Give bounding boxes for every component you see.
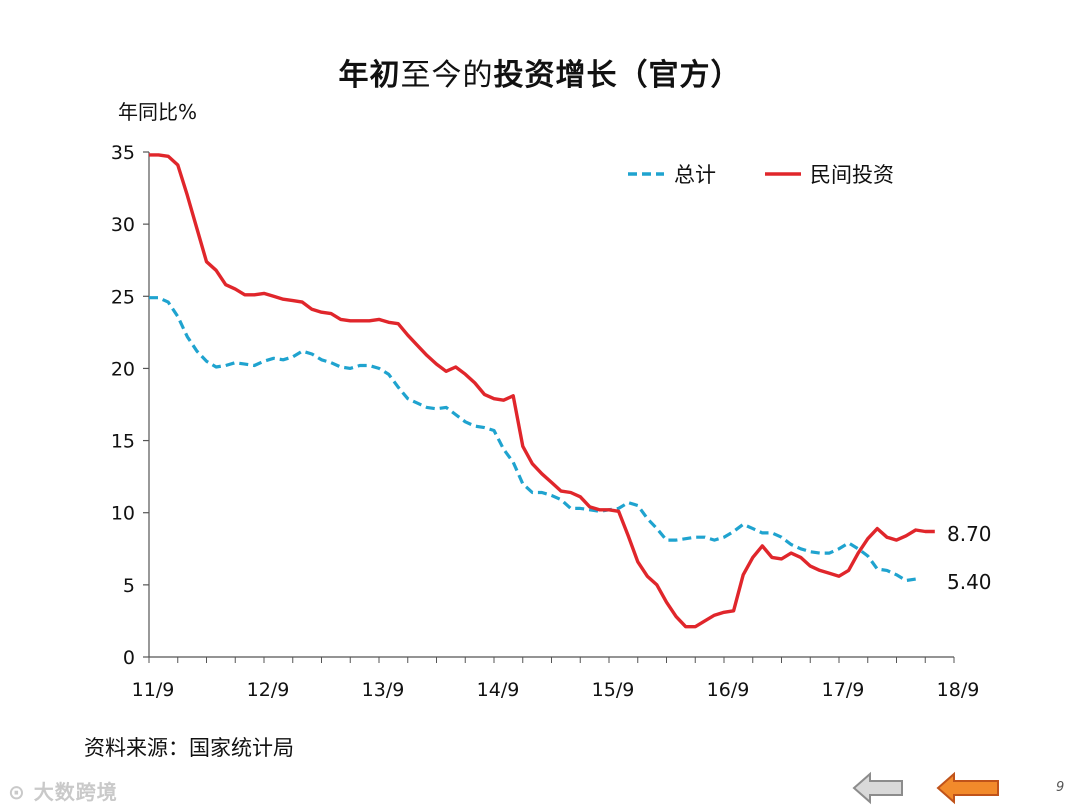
x-tick-label: 14/9 bbox=[477, 679, 520, 701]
series-private-line bbox=[149, 153, 935, 629]
title-part-4: 投资增长（官方） bbox=[493, 58, 742, 93]
y-tick-label: 15 bbox=[111, 431, 135, 453]
end-label-total: 5.40 bbox=[947, 570, 992, 594]
next-arrow-icon[interactable] bbox=[936, 770, 1000, 806]
series-total-line bbox=[149, 296, 916, 583]
x-tick-label: 11/9 bbox=[132, 679, 175, 701]
legend: 总计 民间投资 bbox=[628, 163, 894, 187]
series-layer bbox=[149, 153, 935, 629]
y-tick-label: 30 bbox=[111, 214, 135, 236]
x-tick-label: 13/9 bbox=[362, 679, 405, 701]
y-tick-label: 5 bbox=[123, 575, 135, 597]
title-part-2: 至今 bbox=[400, 58, 463, 93]
watermark-text: 大数跨境 bbox=[33, 780, 118, 804]
chart-title: 年初至今的投资增长（官方） bbox=[0, 50, 1080, 94]
x-tick-label: 18/9 bbox=[937, 679, 980, 701]
legend-item-private-label: 民间投资 bbox=[810, 163, 894, 187]
end-label-private: 8.70 bbox=[947, 522, 992, 546]
y-tick-label: 25 bbox=[111, 286, 135, 308]
y-tick-label: 0 bbox=[123, 647, 135, 669]
prev-arrow-icon[interactable] bbox=[852, 770, 904, 806]
axes: 0 5 10 15 20 25 30 35 11/9 12/9 13/9 14/9 15/9 16/9 17… bbox=[111, 142, 980, 701]
title-part-3: 的 bbox=[462, 58, 494, 93]
y-tick-label: 10 bbox=[111, 503, 135, 525]
end-labels: 5.40 8.70 bbox=[947, 522, 992, 594]
x-tick-label: 17/9 bbox=[822, 679, 865, 701]
page-number: 9 bbox=[1056, 780, 1065, 795]
legend-item-total-label: 总计 bbox=[674, 163, 716, 187]
x-tick-label: 15/9 bbox=[592, 679, 635, 701]
watermark-logo-icon: ⊙ bbox=[8, 780, 26, 804]
source-note: 资料来源：国家统计局 bbox=[84, 736, 294, 760]
watermark: ⊙ 大数跨境 bbox=[8, 776, 118, 805]
title-part-1: 年初 bbox=[338, 58, 401, 93]
y-axis-unit-label: 年同比% bbox=[118, 100, 198, 124]
y-tick-label: 20 bbox=[111, 358, 135, 380]
y-tick-label: 35 bbox=[111, 142, 135, 164]
x-tick-label: 12/9 bbox=[247, 679, 290, 701]
x-tick-label: 16/9 bbox=[707, 679, 750, 701]
